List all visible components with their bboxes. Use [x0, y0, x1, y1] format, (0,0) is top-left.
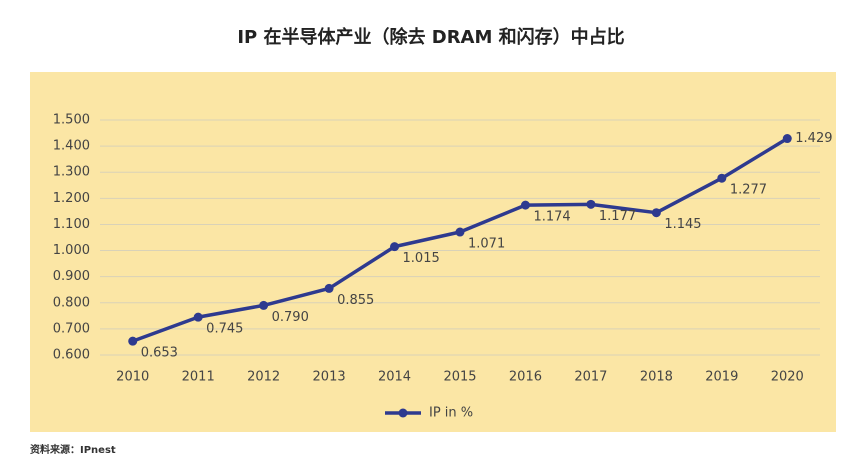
data-point	[128, 336, 138, 346]
y-tick-label: 1.500	[53, 113, 90, 128]
x-tick-label: 2016	[509, 370, 542, 385]
x-tick-label: 2011	[182, 370, 215, 385]
y-tick-label: 1.200	[53, 191, 90, 206]
y-tick-label: 1.000	[53, 243, 90, 258]
y-tick-label: 1.300	[53, 165, 90, 180]
source-note: 资料来源：IPnest	[30, 443, 116, 456]
chart-title: IP 在半导体产业（除去 DRAM 和闪存）中占比	[237, 26, 624, 48]
y-tick-label: 0.900	[53, 269, 90, 284]
x-tick-label: 2014	[378, 370, 411, 385]
x-tick-label: 2013	[313, 370, 346, 385]
data-point	[193, 312, 203, 322]
data-point	[520, 200, 530, 210]
plot-background	[30, 72, 836, 432]
data-label: 1.429	[795, 131, 832, 146]
data-label: 1.015	[403, 251, 440, 266]
data-point	[455, 227, 465, 237]
y-tick-label: 1.400	[53, 139, 90, 154]
y-tick-label: 0.700	[53, 321, 90, 336]
x-tick-label: 2020	[771, 370, 804, 385]
data-point	[586, 199, 596, 209]
data-point	[782, 134, 792, 144]
legend-label: IP in %	[429, 406, 473, 421]
data-point	[390, 242, 400, 252]
data-point	[324, 283, 334, 293]
x-tick-label: 2019	[705, 370, 738, 385]
data-label: 1.277	[730, 183, 767, 198]
x-tick-label: 2018	[640, 370, 673, 385]
y-tick-label: 0.800	[53, 295, 90, 310]
data-point	[259, 300, 269, 310]
data-label: 0.790	[272, 310, 309, 325]
data-label: 0.653	[141, 346, 178, 361]
data-point	[651, 208, 661, 218]
y-tick-label: 1.100	[53, 217, 90, 232]
x-tick-label: 2015	[443, 370, 476, 385]
data-point	[717, 173, 727, 183]
data-label: 1.071	[468, 237, 505, 252]
data-label: 0.855	[337, 293, 374, 308]
data-label: 1.145	[664, 217, 701, 232]
x-tick-label: 2012	[247, 370, 280, 385]
y-tick-label: 0.600	[53, 348, 90, 363]
x-tick-label: 2017	[574, 370, 607, 385]
legend-marker	[398, 408, 408, 418]
data-label: 1.174	[533, 210, 570, 225]
x-tick-label: 2010	[116, 370, 149, 385]
data-label: 0.745	[206, 322, 243, 337]
data-label: 1.177	[599, 209, 636, 224]
